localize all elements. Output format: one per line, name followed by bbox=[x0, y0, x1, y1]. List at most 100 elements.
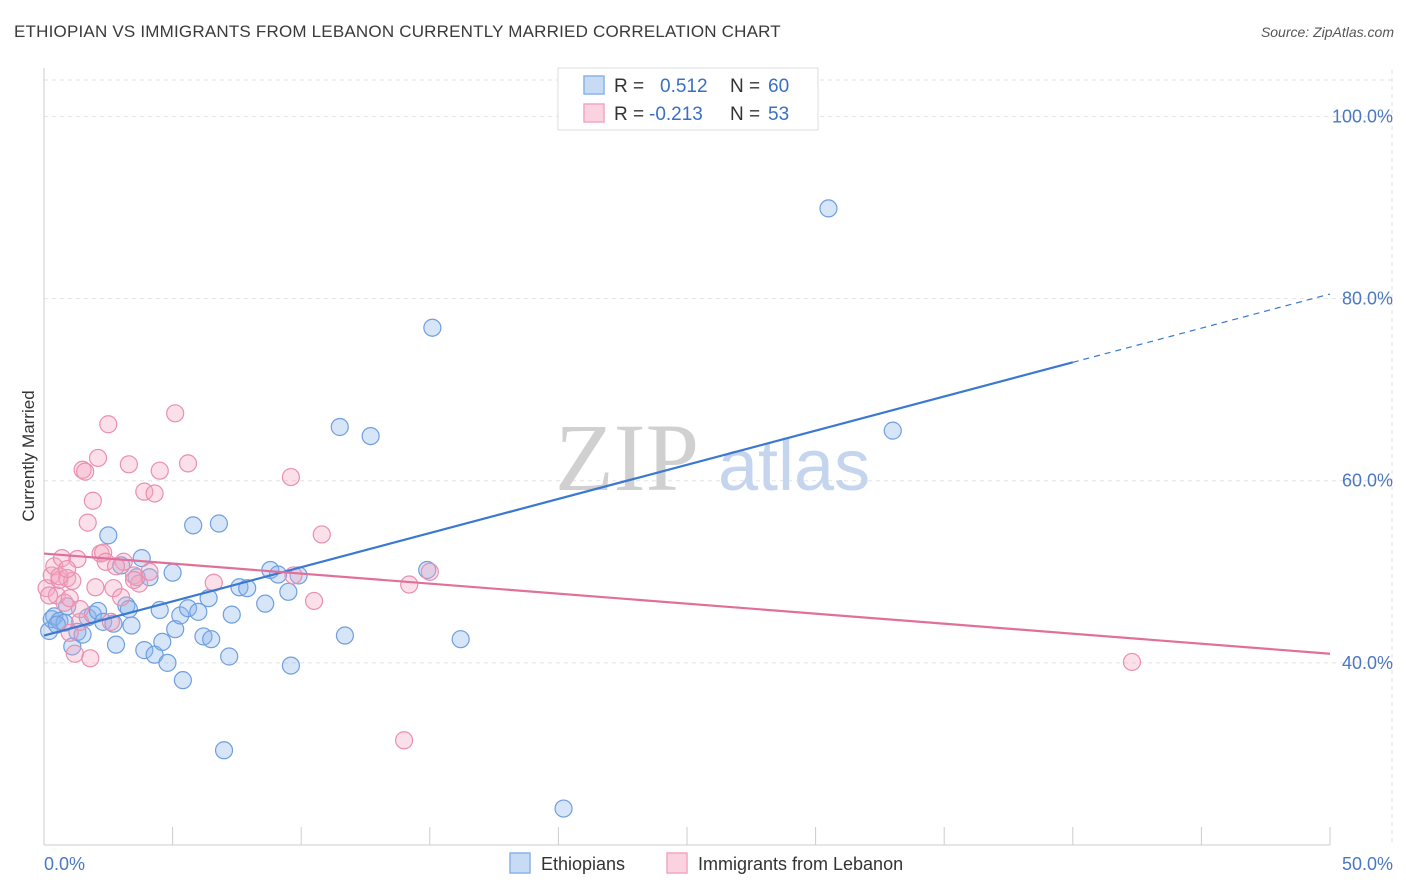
bottom-legend-swatch-lebanon bbox=[666, 852, 688, 874]
ethiopians-point-14 bbox=[104, 614, 123, 633]
legend-r-label-1: R = bbox=[614, 76, 644, 97]
bottom-legend-swatch-ethiopians bbox=[509, 852, 531, 874]
x-tick-label-1: 50.0% bbox=[1342, 854, 1393, 874]
legend-r-value-2: -0.213 bbox=[649, 104, 703, 125]
lebanon-point-34 bbox=[166, 404, 185, 423]
ethiopians-point-42 bbox=[238, 579, 257, 598]
lebanon-point-43 bbox=[420, 562, 439, 581]
lebanon-point-41 bbox=[394, 731, 414, 750]
lebanon-point-48 bbox=[70, 600, 90, 619]
lebanon-point-35 bbox=[178, 454, 198, 473]
lebanon-point-52 bbox=[106, 557, 126, 576]
lebanon-point-27 bbox=[119, 455, 138, 474]
trend-lines bbox=[43, 293, 1331, 655]
ethiopians-point-40 bbox=[222, 605, 241, 624]
grid-lines bbox=[44, 70, 1393, 845]
legend-n-value-2: 53 bbox=[768, 104, 789, 125]
x-tick-labels: 0.0% 50.0% bbox=[44, 854, 1393, 874]
ethiopians-point-51 bbox=[361, 426, 380, 446]
lebanon-point-37 bbox=[281, 467, 301, 487]
axes bbox=[43, 68, 1331, 846]
legend-swatch-ethiopians bbox=[583, 75, 605, 95]
legend-r-label-2: R = bbox=[614, 104, 644, 125]
ethiopians-point-29 bbox=[171, 606, 190, 625]
lebanon-point-31 bbox=[140, 562, 159, 581]
legend-n-label-1: N = bbox=[730, 76, 760, 97]
lebanon-point-18 bbox=[86, 578, 105, 597]
ethiopians-point-52 bbox=[418, 560, 437, 580]
ethiopians-point-27 bbox=[163, 563, 182, 582]
y-tick-label-3: 100.0% bbox=[1332, 106, 1393, 126]
ethiopians-point-21 bbox=[135, 641, 154, 660]
ethiopians-point-31 bbox=[178, 599, 198, 618]
y-tick-label-0: 40.0% bbox=[1342, 653, 1393, 673]
lebanon-point-15 bbox=[78, 513, 97, 532]
ethiopians-point-26 bbox=[158, 653, 177, 672]
lebanon-point-16 bbox=[81, 649, 100, 668]
lebanon-point-10 bbox=[65, 644, 84, 663]
watermark-atlas: atlas bbox=[718, 426, 870, 506]
ethiopians-point-46 bbox=[279, 582, 298, 601]
ethiopians-point-53 bbox=[423, 318, 442, 337]
lebanon-point-39 bbox=[304, 591, 324, 611]
y-axis-label: Currently Married bbox=[19, 390, 38, 521]
ethiopians-trend-line bbox=[43, 361, 1074, 637]
lebanon-point-13 bbox=[73, 460, 92, 479]
lebanon-point-51 bbox=[58, 559, 77, 579]
ethiopians-point-43 bbox=[256, 594, 275, 613]
ethiopians-point-22 bbox=[140, 568, 159, 587]
lebanon-point-44 bbox=[1122, 652, 1142, 672]
lebanon-point-40 bbox=[312, 525, 331, 544]
y-tick-labels: 40.0% 60.0% 80.0% 100.0% bbox=[1332, 106, 1393, 672]
lebanon-point-45 bbox=[40, 586, 59, 605]
lebanon-point-17 bbox=[83, 491, 102, 510]
lebanon-point-46 bbox=[50, 567, 69, 586]
lebanon-point-42 bbox=[400, 575, 419, 594]
bottom-legend-label-lebanon: Immigrants from Lebanon bbox=[698, 854, 903, 874]
ethiopians-point-38 bbox=[214, 741, 234, 760]
legend-swatch-lebanon bbox=[583, 103, 605, 123]
legend-n-value-1: 60 bbox=[768, 76, 789, 97]
lebanon-point-50 bbox=[124, 570, 144, 590]
ethiopians-point-36 bbox=[202, 630, 221, 649]
chart-title: ETHIOPIAN VS IMMIGRANTS FROM LEBANON CUR… bbox=[14, 22, 781, 41]
ethiopians-point-50 bbox=[335, 626, 355, 645]
lebanon-point-33 bbox=[150, 461, 169, 480]
ethiopians-point-30 bbox=[173, 671, 192, 690]
lebanon-point-24 bbox=[104, 579, 123, 598]
y-tick-label-2: 80.0% bbox=[1342, 289, 1393, 309]
ethiopians-trend-extension bbox=[1072, 293, 1331, 363]
legend-r-value-1: 0.512 bbox=[660, 76, 708, 97]
lebanon-point-22 bbox=[99, 415, 118, 434]
bottom-legend-label-ethiopians: Ethiopians bbox=[541, 854, 625, 874]
ethiopians-point-18 bbox=[122, 616, 141, 635]
ethiopians-point-32 bbox=[184, 516, 203, 535]
lebanon-point-32 bbox=[145, 484, 164, 503]
lebanon-trend-line bbox=[43, 552, 1331, 655]
ethiopians-point-56 bbox=[819, 199, 838, 218]
ethiopians-point-28 bbox=[166, 620, 185, 639]
data-points bbox=[37, 199, 1142, 818]
legend-bottom: Ethiopians Immigrants from Lebanon bbox=[509, 852, 903, 874]
legend-top: R = 0.512 N = 60 R = -0.213 N = 53 bbox=[557, 67, 819, 131]
lebanon-point-19 bbox=[88, 448, 108, 468]
ethiopians-point-25 bbox=[153, 632, 172, 652]
ethiopians-point-15 bbox=[106, 635, 126, 654]
ethiopians-point-49 bbox=[330, 417, 349, 437]
legend-n-label-2: N = bbox=[730, 104, 760, 125]
ethiopians-point-47 bbox=[281, 656, 301, 675]
source-label: Source: ZipAtlas.com bbox=[1260, 24, 1394, 40]
ethiopians-point-13 bbox=[99, 526, 118, 545]
x-tick-label-0: 0.0% bbox=[44, 854, 85, 874]
ethiopians-point-57 bbox=[883, 421, 902, 440]
lebanon-point-14 bbox=[76, 462, 95, 481]
y-tick-label-1: 60.0% bbox=[1342, 471, 1393, 491]
lebanon-point-25 bbox=[112, 588, 131, 607]
ethiopians-point-54 bbox=[451, 630, 470, 649]
ethiopians-point-33 bbox=[189, 602, 208, 621]
ethiopians-point-55 bbox=[554, 799, 573, 818]
ethiopians-point-11 bbox=[88, 601, 108, 621]
ethiopians-point-39 bbox=[220, 647, 239, 666]
ethiopians-point-37 bbox=[209, 514, 228, 533]
